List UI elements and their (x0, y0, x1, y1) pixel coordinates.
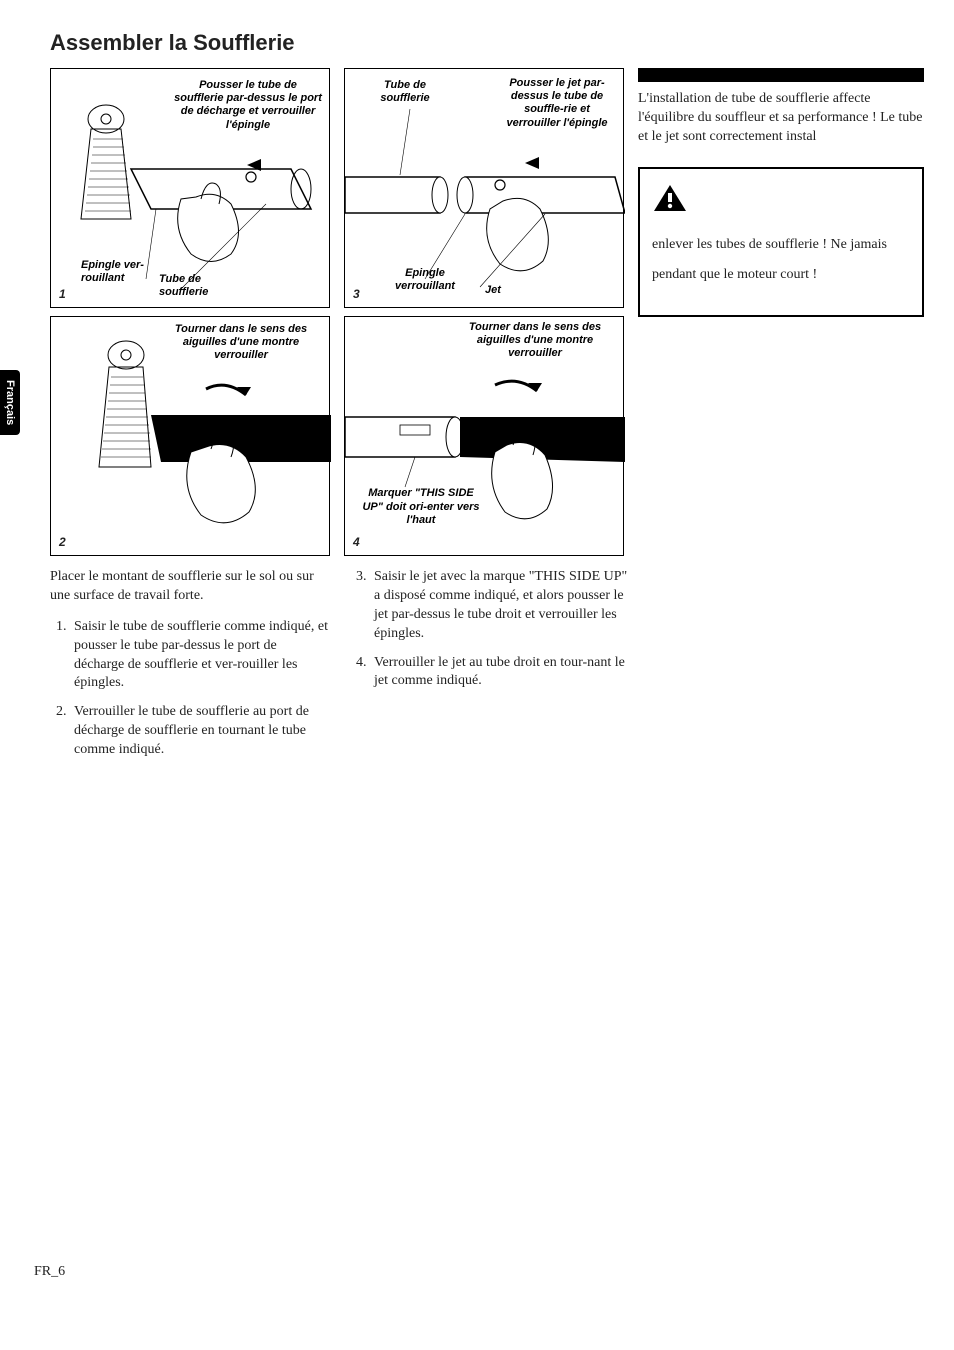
panel3-pin-label: Epingle verrouillant (385, 267, 465, 293)
panel3-push-label: Pousser le jet par-dessus le tube de sou… (497, 77, 617, 130)
diagram-column-middle: Tube de soufflerie Pousser le jet par-de… (344, 68, 624, 556)
panel1-arrow-icon (247, 159, 261, 171)
panel2-turn-label: Tourner dans le sens des aiguilles d'une… (161, 323, 321, 363)
instruction-step-4: Verrouiller le jet au tube droit en tour… (370, 654, 630, 692)
diagram-column-left: Pousser le tube de soufflerie par-dessus… (50, 68, 330, 556)
instructions-left-list: Saisir le tube de soufflerie comme indiq… (50, 618, 330, 760)
language-tab: Français (0, 370, 20, 435)
panel1-tube-label: Tube de soufflerie (159, 273, 229, 299)
diagram-panel-4: Tourner dans le sens des aiguilles d'une… (344, 316, 624, 556)
page-number: FR_6 (34, 1264, 65, 1280)
panel1-pin-label: Epingle ver-rouillant (81, 259, 161, 285)
panel2-number: 2 (59, 535, 66, 549)
warning-box: enlever les tubes de soufflerie ! Ne jam… (638, 167, 924, 318)
panel4-turn-label: Tourner dans le sens des aiguilles d'une… (455, 321, 615, 361)
panel1-number: 1 (59, 287, 66, 301)
panel1-push-label: Pousser le tube de soufflerie par-dessus… (173, 79, 323, 132)
instruction-step-1: Saisir le tube de soufflerie comme indiq… (70, 618, 330, 694)
alert-line-1: enlever les tubes de soufflerie ! Ne jam… (652, 236, 910, 255)
diagram-panel-2: Tourner dans le sens des aiguilles d'une… (50, 316, 330, 556)
instruction-step-2: Verrouiller le tube de soufflerie au por… (70, 703, 330, 760)
instructions-intro: Placer le montant de soufflerie sur le s… (50, 568, 330, 606)
warning-triangle-icon (652, 183, 688, 213)
panel4-number: 4 (353, 535, 360, 549)
diagram-panel-3: Tube de soufflerie Pousser le jet par-de… (344, 68, 624, 308)
diagram-panel-1: Pousser le tube de soufflerie par-dessus… (50, 68, 330, 308)
panel3-jet-label: Jet (473, 284, 513, 297)
header-black-band (638, 68, 924, 82)
instructions-left-col: Placer le montant de soufflerie sur le s… (50, 568, 330, 770)
info-paragraph: L'installation de tube de soufflerie aff… (638, 90, 924, 147)
panel3-arrow-icon (525, 157, 539, 169)
main-content: Pousser le tube de soufflerie par-dessus… (50, 68, 924, 556)
panel3-number: 3 (353, 287, 360, 301)
panel3-tube-label: Tube de soufflerie (365, 79, 445, 105)
instructions-right-list: Saisir le jet avec la marque "THIS SIDE … (350, 568, 630, 691)
instructions-right-col: Saisir le jet avec la marque "THIS SIDE … (350, 568, 630, 770)
right-text-column: L'installation de tube de soufflerie aff… (638, 68, 924, 317)
instruction-step-3: Saisir le jet avec la marque "THIS SIDE … (370, 568, 630, 644)
alert-line-2: pendant que le moteur court ! (652, 266, 910, 285)
page-heading: Assembler la Soufflerie (50, 30, 924, 56)
instructions-section: Placer le montant de soufflerie sur le s… (50, 568, 924, 770)
panel4-mark-label: Marquer "THIS SIDE UP" doit ori-enter ve… (361, 487, 481, 527)
